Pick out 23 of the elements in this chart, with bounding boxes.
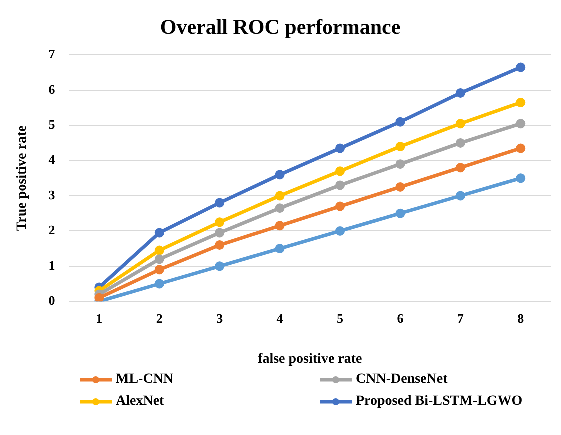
y-axis-title: True positive rate xyxy=(15,126,30,232)
y-tick-label: 1 xyxy=(48,258,56,273)
x-tick-label: 6 xyxy=(397,310,404,326)
legend-label: ML-CNN xyxy=(116,372,174,388)
legend-label: Proposed Bi-LSTM-LGWO xyxy=(356,394,523,410)
x-tick-label: 4 xyxy=(276,310,284,326)
y-tick-label: 3 xyxy=(48,187,56,202)
x-tick-label: 8 xyxy=(518,310,525,326)
y-tick-label: 5 xyxy=(48,116,56,132)
x-tick-label: 3 xyxy=(216,310,224,326)
x-axis-title: false positive rate xyxy=(258,352,362,368)
x-tick-label: 7 xyxy=(457,310,464,326)
y-tick-label: 4 xyxy=(48,152,56,168)
legend-label: AlexNet xyxy=(116,394,164,410)
y-tick-label: 6 xyxy=(48,82,56,97)
legend-label: CNN-DenseNet xyxy=(356,372,448,388)
x-tick-label: 1 xyxy=(96,310,103,326)
y-tick-label: 2 xyxy=(48,222,56,238)
y-tick-label: 0 xyxy=(48,292,56,308)
x-tick-label: 5 xyxy=(337,310,344,326)
chart-title: Overall ROC performance xyxy=(160,15,401,40)
x-tick-label: 2 xyxy=(156,310,163,326)
y-tick-label: 7 xyxy=(48,46,56,62)
